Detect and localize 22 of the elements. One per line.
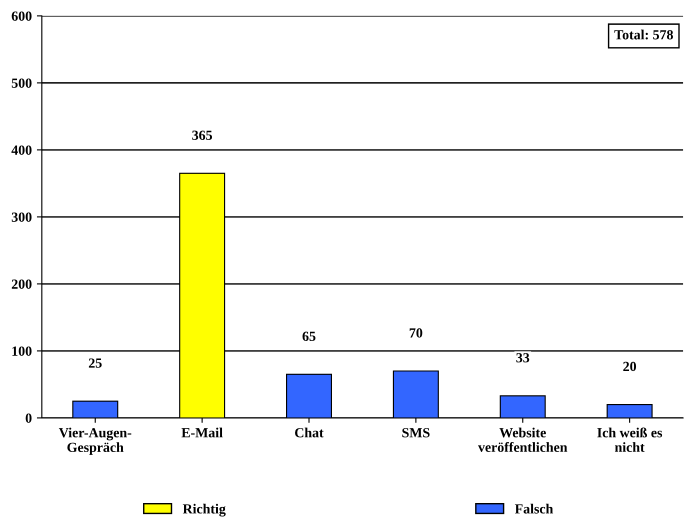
x-tick-label: E-Mail [182,428,223,438]
y-tick-label: 600 [12,11,32,21]
legend-label: Falsch [514,504,554,514]
data-label: 20 [623,362,636,372]
data-label: 25 [88,358,102,368]
y-tick-label: 300 [12,212,32,222]
legend-label: Richtig [182,504,226,516]
data-label: 365 [192,130,212,140]
x-tick-label: Vier-Augen- Gespräch [58,428,132,455]
y-tick-label: 400 [11,145,32,155]
x-tick-label: Chat [295,428,324,438]
x-tick-label: Ich weiß es nicht [597,427,662,452]
y-tick-label: 0 [26,413,32,423]
data-label: 33 [516,353,530,362]
x-tick-label: SMS [402,428,430,438]
x-tick-label: Website veröffentlichen [478,428,568,452]
annotation: Total: 578 [614,30,673,40]
y-tick-label: 200 [12,279,32,289]
data-label: 65 [302,332,316,341]
y-tick-label: 500 [12,78,32,88]
data-label: 70 [410,328,422,338]
y-tick-label: 100 [12,346,32,356]
